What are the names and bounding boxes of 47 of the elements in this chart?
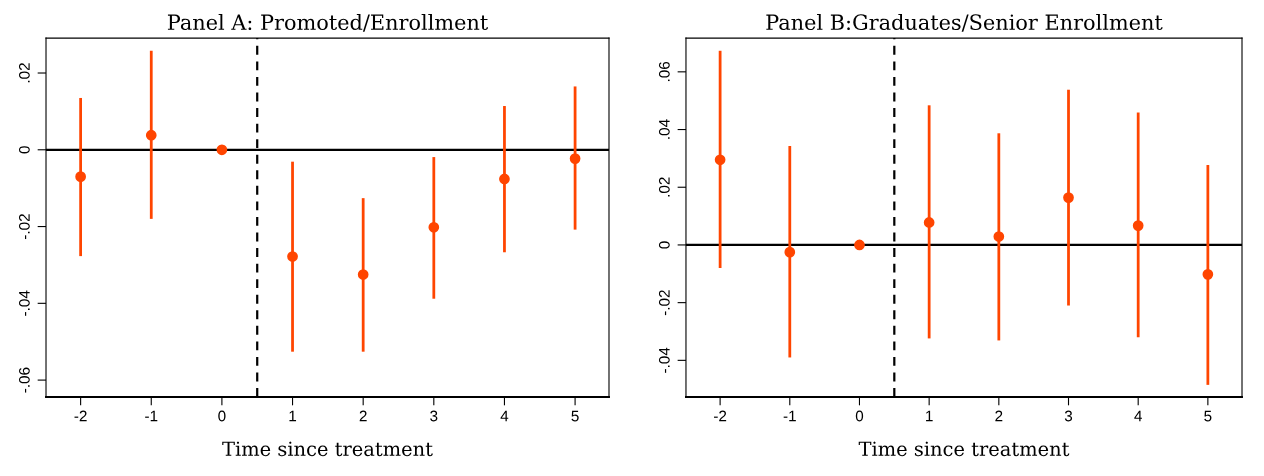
x-tick-label: 0 xyxy=(855,410,864,422)
x-tick-label: 2 xyxy=(995,410,1003,422)
x-tick-label: 4 xyxy=(500,410,509,422)
point xyxy=(75,171,86,183)
point xyxy=(428,221,440,233)
chart-title: Panel B:Graduates/Senior Enrollment xyxy=(766,13,1163,32)
point xyxy=(923,217,935,228)
point xyxy=(1202,269,1214,280)
x-tick-label: -1 xyxy=(145,410,158,422)
y-tick-label: -.04 xyxy=(658,347,670,373)
y-tick-label: -.02 xyxy=(658,290,670,316)
point xyxy=(216,144,228,156)
point xyxy=(714,154,726,166)
y-tick-label: 0 xyxy=(658,241,670,249)
x-tick-label: 5 xyxy=(571,410,579,422)
y-tick-label: 0 xyxy=(18,146,30,154)
point xyxy=(784,246,796,258)
point xyxy=(569,153,581,164)
x-tick-label: 1 xyxy=(289,410,297,422)
x-tick-label: 1 xyxy=(926,410,933,422)
point xyxy=(1132,220,1144,231)
x-axis-title: Time since treatment xyxy=(222,441,433,457)
x-tick-label: -2 xyxy=(74,410,87,422)
x-tick-label: -1 xyxy=(783,410,796,422)
point xyxy=(499,173,510,185)
x-tick-label: 5 xyxy=(1204,410,1212,422)
y-tick-label: .02 xyxy=(18,63,30,83)
y-tick-label: .02 xyxy=(658,177,670,197)
point xyxy=(357,269,369,280)
x-tick-label: 2 xyxy=(359,410,367,422)
y-tick-label: -.02 xyxy=(18,214,30,240)
x-tick-label: 3 xyxy=(430,410,438,422)
x-tick-label: 3 xyxy=(1064,410,1073,422)
chart-title: Panel A: Promoted/Enrollment xyxy=(167,13,489,32)
x-axis-title: Time since treatment xyxy=(858,441,1070,457)
x-tick-label: 0 xyxy=(218,410,226,422)
y-tick-label: -.04 xyxy=(18,290,30,316)
y-tick-label: .04 xyxy=(658,119,670,139)
point xyxy=(145,129,157,141)
point xyxy=(287,251,298,262)
x-tick-label: 4 xyxy=(1134,410,1142,422)
point xyxy=(854,239,865,251)
y-tick-label: -.06 xyxy=(18,367,30,393)
point xyxy=(1063,192,1074,203)
x-tick-label: -2 xyxy=(714,410,727,422)
point xyxy=(993,231,1005,242)
y-tick-label: .06 xyxy=(658,61,670,82)
